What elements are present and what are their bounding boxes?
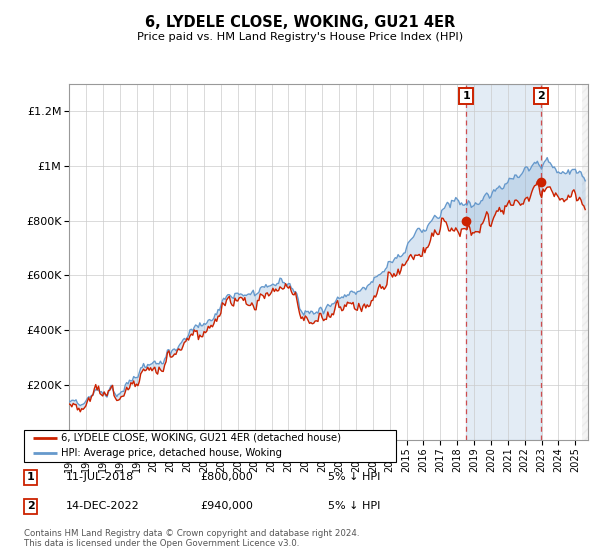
Bar [582,84,596,440]
Text: 6, LYDELE CLOSE, WOKING, GU21 4ER: 6, LYDELE CLOSE, WOKING, GU21 4ER [145,15,455,30]
Text: £800,000: £800,000 [200,472,253,482]
Text: Contains HM Land Registry data © Crown copyright and database right 2024.
This d: Contains HM Land Registry data © Crown c… [24,529,359,548]
Text: 14-DEC-2022: 14-DEC-2022 [65,501,139,511]
Text: 5% ↓ HPI: 5% ↓ HPI [328,472,380,482]
Text: 2: 2 [537,91,545,101]
Text: 6, LYDELE CLOSE, WOKING, GU21 4ER (detached house): 6, LYDELE CLOSE, WOKING, GU21 4ER (detac… [61,433,341,442]
Text: £940,000: £940,000 [200,501,254,511]
Text: HPI: Average price, detached house, Woking: HPI: Average price, detached house, Woki… [61,448,282,458]
Text: 2: 2 [27,501,35,511]
Text: 1: 1 [462,91,470,101]
Text: 1: 1 [27,472,35,482]
Text: 11-JUL-2018: 11-JUL-2018 [65,472,134,482]
Text: Price paid vs. HM Land Registry's House Price Index (HPI): Price paid vs. HM Land Registry's House … [137,32,463,43]
Text: 5% ↓ HPI: 5% ↓ HPI [328,501,380,511]
Bar [466,84,541,440]
